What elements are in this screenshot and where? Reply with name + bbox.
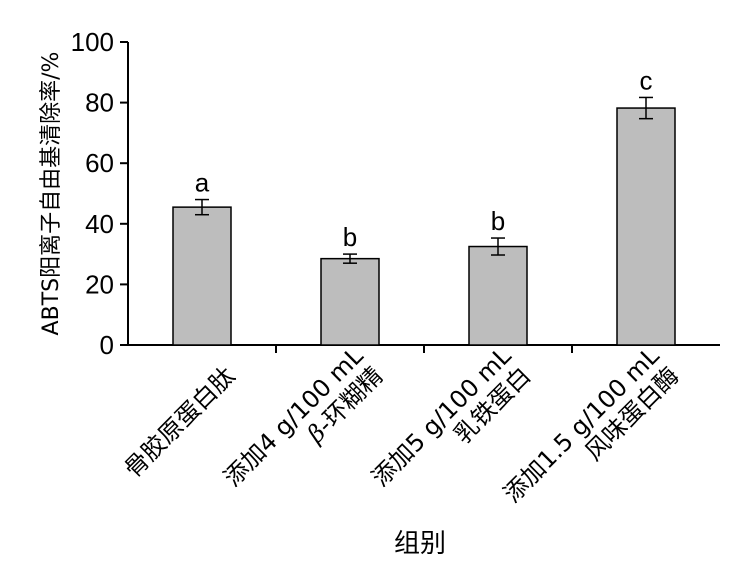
y-tick-label: 100 — [71, 27, 114, 57]
x-ticks — [275, 345, 573, 353]
significance-letter: a — [195, 168, 210, 198]
y-ticks: 0 20 40 60 80 100 — [71, 27, 128, 360]
x-tick-label-group: 骨胶原蛋白肽 — [119, 362, 241, 484]
bars — [172, 107, 676, 346]
error-bar — [343, 253, 357, 264]
error-bar — [491, 237, 505, 256]
x-axis-title: 组别 — [394, 529, 446, 559]
y-tick-label: 0 — [100, 330, 114, 360]
bar — [468, 245, 528, 346]
significance-letter: b — [343, 222, 357, 252]
y-tick-label: 60 — [85, 148, 114, 178]
y-tick-label: 80 — [85, 88, 114, 118]
x-tick-label: 骨胶原蛋白肽 — [119, 362, 241, 484]
y-tick-label: 20 — [85, 269, 114, 299]
error-bars — [195, 96, 653, 264]
bar — [320, 257, 380, 346]
bar — [616, 107, 676, 346]
y-axis-title: ABTS阳离子自由基清除率/% — [39, 52, 64, 336]
x-tick-label-group: 添加4 g/100 mLβ-环糊精 — [218, 341, 388, 492]
significance-letters: a b b c — [195, 65, 653, 252]
error-bar — [639, 96, 653, 120]
y-tick-label: 40 — [85, 209, 114, 239]
significance-letter: c — [640, 65, 653, 95]
bar — [172, 206, 232, 346]
error-bar — [195, 198, 209, 216]
significance-letter: b — [491, 206, 505, 236]
